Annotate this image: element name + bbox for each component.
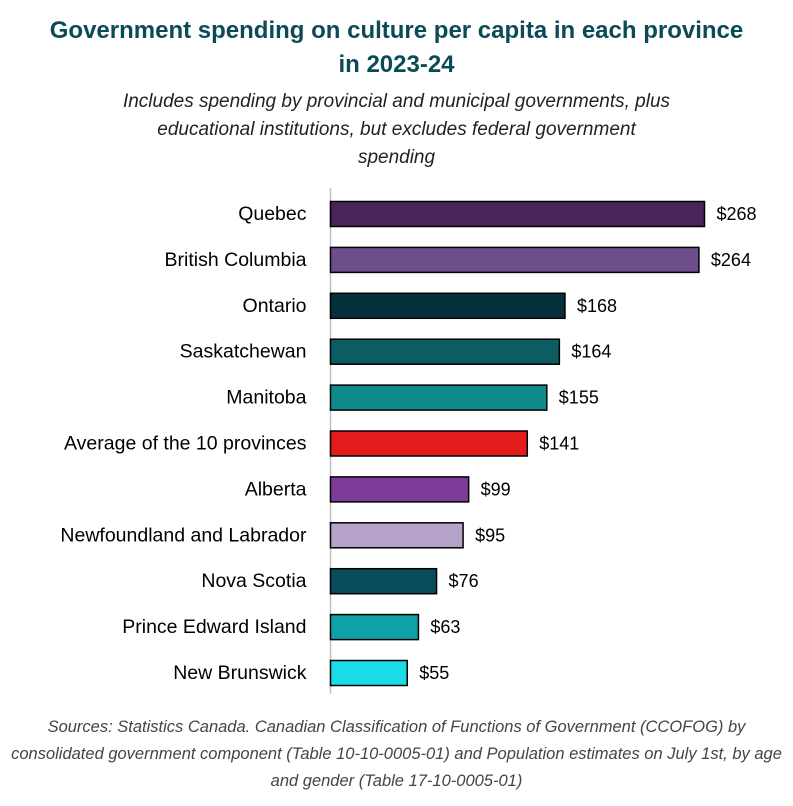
value-label: $55: [419, 663, 449, 683]
value-label: $63: [430, 617, 460, 637]
bar: [329, 384, 548, 411]
chart-source-text: Sources: Statistics Canada. Canadian Cla…: [11, 718, 782, 790]
bar: [329, 200, 706, 228]
category-label: Saskatchewan: [180, 341, 307, 363]
chart-title: Government spending on culture per capit…: [40, 14, 753, 82]
category-label: Alberta: [245, 478, 307, 500]
value-label: $141: [539, 434, 579, 454]
bar: [329, 430, 529, 457]
value-label: $168: [577, 296, 617, 316]
bar: [329, 659, 409, 687]
bar: [329, 338, 561, 365]
plot-area: Quebec $268 British Columbia $264 Ontario $16…: [60, 188, 757, 694]
chart-title-text: Government spending on culture per capit…: [49, 17, 744, 78]
value-label: $264: [711, 250, 751, 270]
bar: [329, 522, 464, 549]
category-label: Prince Edward Island: [122, 616, 306, 638]
category-label: New Brunswick: [173, 662, 307, 684]
bar: [329, 476, 470, 503]
category-label: Nova Scotia: [201, 570, 306, 592]
category-label: Ontario: [243, 295, 307, 317]
category-label: Manitoba: [226, 387, 306, 409]
bar: [329, 292, 566, 320]
value-label: $99: [481, 479, 511, 499]
chart-subtitle-text: Includes spending by provincial and muni…: [122, 91, 671, 168]
value-label: $95: [475, 525, 505, 545]
bar: [329, 613, 420, 641]
value-label: $155: [559, 388, 599, 408]
bar: [329, 246, 700, 274]
category-label: Newfoundland and Labrador: [60, 524, 307, 546]
value-label: $268: [717, 204, 757, 224]
chart-source: Sources: Statistics Canada. Canadian Cla…: [10, 714, 783, 795]
chart-subtitle: Includes spending by provincial and muni…: [120, 88, 673, 172]
bar: [329, 567, 438, 595]
category-label: British Columbia: [165, 249, 307, 271]
value-label: $76: [449, 571, 479, 591]
value-label: $164: [571, 342, 611, 362]
bar-chart: Quebec $268 British Columbia $264 Ontario $16…: [60, 188, 757, 694]
category-label: Average of the 10 provinces: [64, 433, 307, 455]
category-label: Quebec: [238, 203, 307, 225]
